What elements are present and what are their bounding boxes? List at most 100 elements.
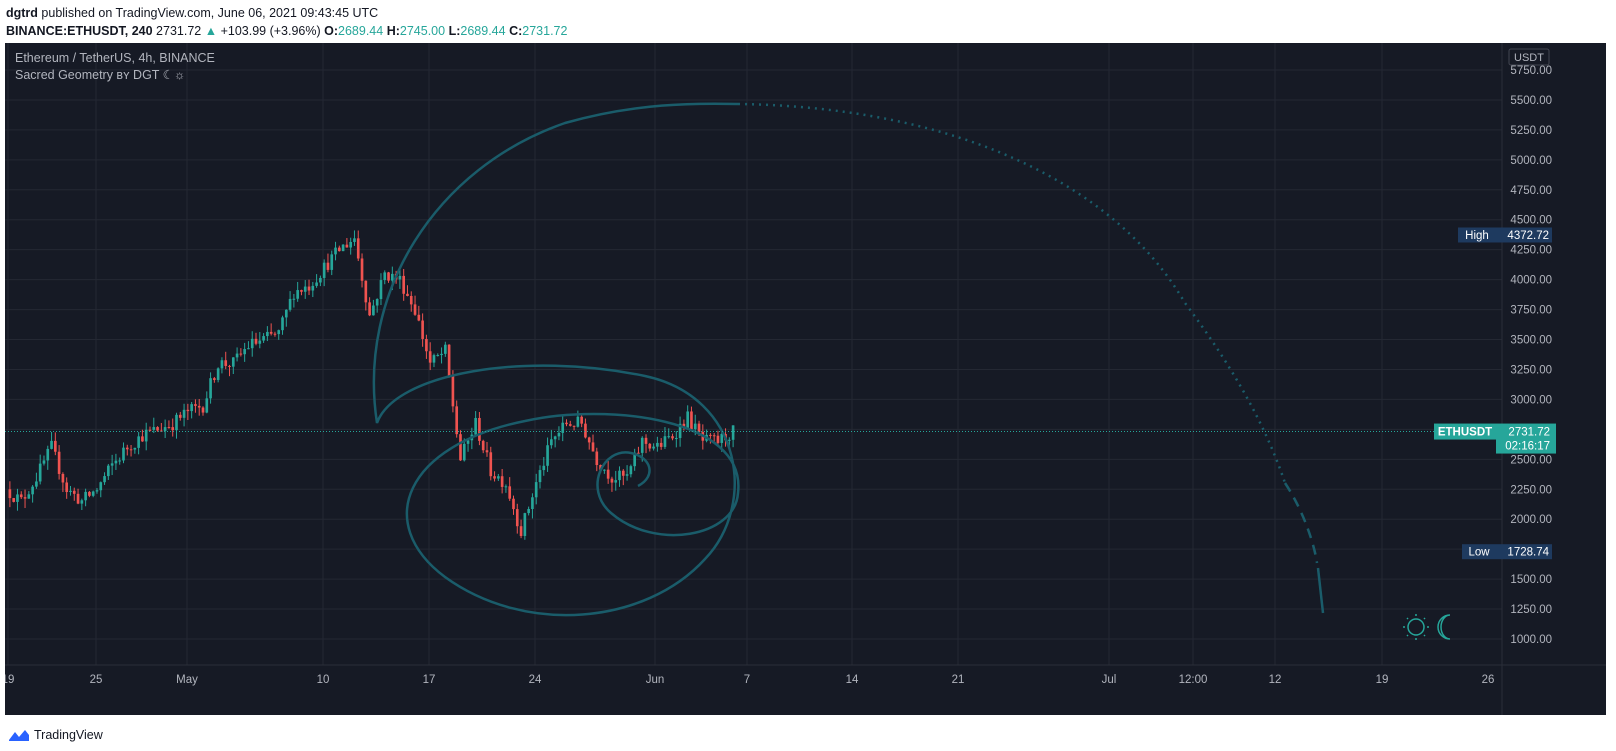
candle-body <box>239 353 243 355</box>
candle-body <box>591 442 595 452</box>
candle-body <box>182 409 186 418</box>
price-axis[interactable]: 5750.00 5500.00 5250.00 5000.00 4750.00 4500.… <box>5 43 1606 715</box>
candle-body <box>72 490 76 494</box>
candles <box>8 230 735 540</box>
up-arrow-icon: ▲ <box>204 24 218 38</box>
candle-body <box>31 486 34 495</box>
publish-line: dgtrd published on TradingView.com, June… <box>6 4 1606 22</box>
candle-body <box>425 338 428 352</box>
candle-body <box>228 365 231 367</box>
footer-brand[interactable]: TradingView <box>34 728 103 742</box>
candle-body <box>292 298 296 300</box>
candle-body <box>61 473 65 483</box>
candle-body <box>572 425 576 427</box>
currency-badge[interactable]: USDT <box>1514 52 1544 64</box>
candle-body <box>527 508 530 514</box>
candle-body <box>372 305 375 316</box>
price-tick: 4750.00 <box>1510 185 1552 197</box>
spiral-projection <box>737 102 1287 484</box>
candle-body <box>652 446 655 449</box>
high-label-group: High 4372.72 <box>1458 227 1552 243</box>
candle-body <box>383 272 387 281</box>
candle-body <box>542 465 546 471</box>
candle-body <box>46 448 50 461</box>
high-label-value: 4372.72 <box>1507 230 1549 242</box>
price-tick: 2000.00 <box>1510 514 1552 526</box>
candle-body <box>76 493 80 504</box>
high-label: H: <box>386 24 400 38</box>
candle-body <box>534 482 538 498</box>
symbol-interval: BINANCE:ETHUSDT, 240 <box>6 24 153 38</box>
candle-body <box>194 404 197 406</box>
price-tick: 3750.00 <box>1510 305 1552 317</box>
candle-body <box>428 351 432 363</box>
candle-body <box>99 482 103 491</box>
candle-body <box>163 427 167 432</box>
candle-body <box>504 486 508 488</box>
candle-body <box>205 398 209 413</box>
chart-canvas[interactable]: Ethereum / TetherUS, 4h, BINANCE Sacred … <box>2 43 1606 715</box>
low-label: L: <box>448 24 461 38</box>
candle-body <box>391 273 394 281</box>
chart-header: dgtrd published on TradingView.com, June… <box>6 4 1606 40</box>
candle-body <box>690 411 693 430</box>
candle-body <box>686 411 689 428</box>
time-tick: May <box>176 674 198 686</box>
author-name[interactable]: dgtrd <box>6 6 38 20</box>
candle-body <box>709 434 712 436</box>
candle-body <box>80 500 84 504</box>
candle-body <box>129 449 133 451</box>
candle-body <box>322 262 326 278</box>
chart-panel[interactable]: Ethereum / TetherUS, 4h, BINANCE Sacred … <box>2 43 1606 715</box>
candle-body <box>125 447 129 450</box>
candle-body <box>197 405 201 408</box>
low-value: 2689.44 <box>460 24 506 38</box>
candle-body <box>610 478 614 483</box>
candle-body <box>436 355 440 357</box>
spiral-projection-end <box>1283 482 1319 564</box>
candle-body <box>27 494 31 499</box>
candle-body <box>277 330 281 335</box>
candle-body <box>716 435 720 443</box>
candle-body <box>250 338 254 349</box>
time-tick: 19 <box>5 674 14 686</box>
candle-body <box>671 436 674 439</box>
price-tick: 5250.00 <box>1510 125 1552 137</box>
ohlc-line: BINANCE:ETHUSDT, 240 2731.72 ▲ +103.99 (… <box>6 22 1606 40</box>
high-label-name: High <box>1465 230 1489 242</box>
candle-body <box>485 450 489 453</box>
low-label-name: Low <box>1468 547 1490 559</box>
high-value: 2745.00 <box>399 24 446 38</box>
candle-body <box>284 309 288 318</box>
candle-body <box>656 442 659 447</box>
candle-body <box>440 353 443 356</box>
candle-body <box>266 331 269 337</box>
candle-body <box>629 466 633 475</box>
time-tick: 12 <box>1269 674 1282 686</box>
candle-body <box>568 424 572 426</box>
time-tick: 26 <box>1482 674 1495 686</box>
candle-body <box>474 417 477 435</box>
candle-body <box>595 451 599 466</box>
candle-body <box>345 244 349 248</box>
candle-body <box>19 494 23 498</box>
time-tick: 25 <box>90 674 103 686</box>
candle-body <box>319 277 322 283</box>
candle-body <box>368 302 371 316</box>
time-tick: 17 <box>423 674 436 686</box>
indicator-title[interactable]: Sacred Geometry ʙʏ DGT ☾☼ <box>15 68 185 82</box>
bar-countdown: 02:16:17 <box>1505 441 1550 453</box>
price-tick: 2500.00 <box>1510 454 1552 466</box>
time-axis[interactable]: 19 25 May 10 17 24 Jun 7 14 21 Jul 12:00 12 19 26 <box>2 674 1495 686</box>
spiral-curve <box>372 102 740 617</box>
time-tick: Jun <box>646 674 665 686</box>
candle-body <box>12 498 16 502</box>
candle-body <box>515 509 519 527</box>
symbol-price-name: ETHUSDT <box>1438 427 1492 439</box>
price-tick: 4250.00 <box>1510 245 1552 257</box>
tradingview-logo-icon[interactable] <box>8 728 30 742</box>
time-tick: 24 <box>529 674 542 686</box>
candle-body <box>606 469 610 479</box>
candle-body <box>330 254 334 270</box>
grid <box>5 43 1502 665</box>
